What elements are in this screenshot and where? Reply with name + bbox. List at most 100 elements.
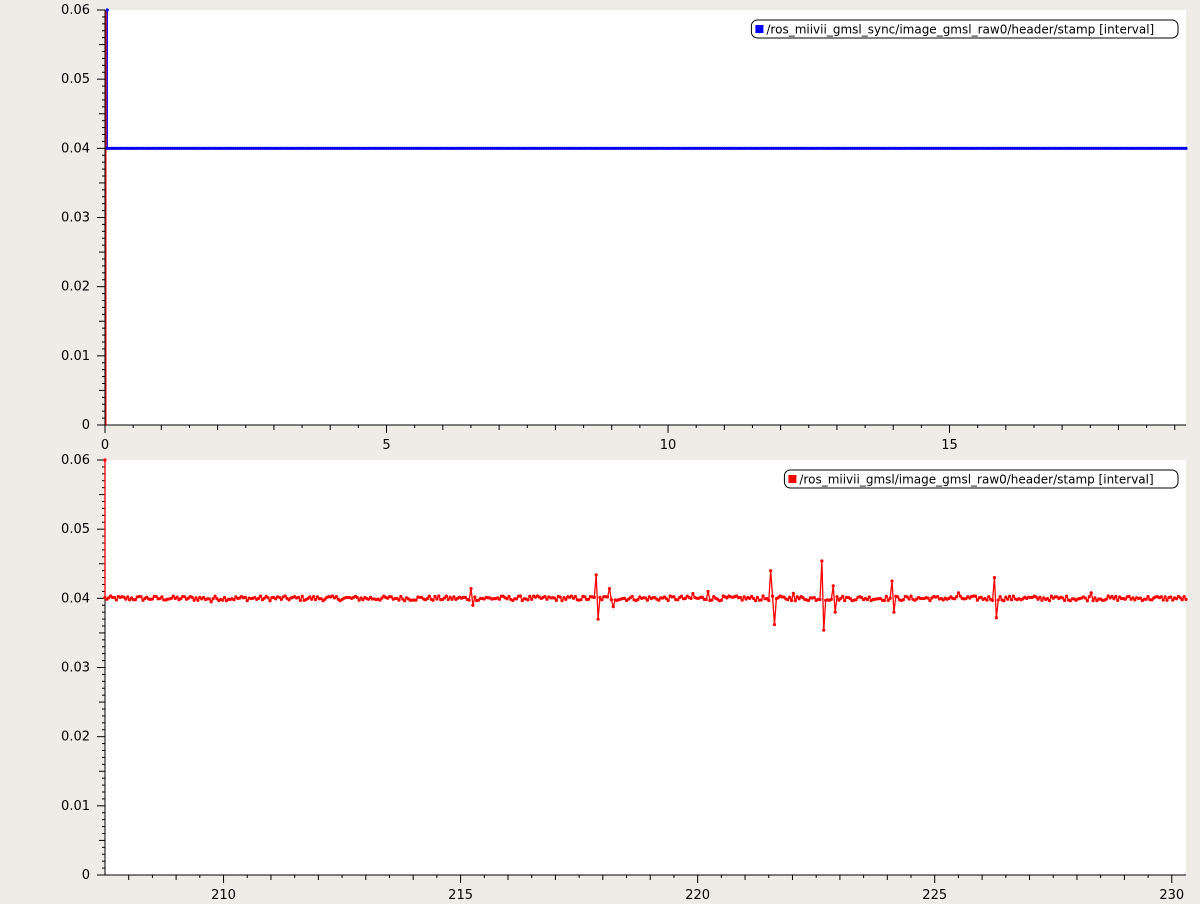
data-point xyxy=(556,146,560,150)
x-tick-label: 230 xyxy=(1159,888,1184,900)
data-point xyxy=(502,146,506,150)
data-point xyxy=(704,597,708,602)
data-point xyxy=(558,595,562,599)
series-points xyxy=(105,8,1188,150)
data-point xyxy=(454,146,458,150)
data-point xyxy=(630,146,634,150)
y-tick-label: 0.01 xyxy=(61,349,90,364)
data-point xyxy=(232,598,236,602)
data-point xyxy=(1127,594,1131,598)
data-point xyxy=(170,146,175,150)
data-point xyxy=(875,146,880,150)
data-point xyxy=(517,146,521,150)
data-point xyxy=(143,146,148,150)
data-point xyxy=(700,595,704,599)
data-point xyxy=(998,595,1002,599)
data-point xyxy=(855,146,859,150)
data-point xyxy=(116,146,121,150)
data-point xyxy=(994,616,998,620)
data-point xyxy=(409,146,413,150)
data-point xyxy=(727,146,731,150)
data-point xyxy=(484,146,488,150)
data-point xyxy=(864,146,868,150)
data-point xyxy=(393,146,398,150)
data-point xyxy=(297,146,301,150)
bottom-plot-panel[interactable]: 0 0.01 0.02 0.03 0.04 0.05 0.06 210 215 220 225 230… xyxy=(61,453,1188,903)
data-point xyxy=(444,594,448,598)
data-point xyxy=(1094,146,1098,150)
data-point xyxy=(513,146,517,150)
plot-area[interactable] xyxy=(105,10,1186,425)
data-point xyxy=(646,146,650,150)
plot-area[interactable] xyxy=(105,460,1186,875)
data-point xyxy=(222,146,226,150)
data-point xyxy=(645,598,650,602)
data-point xyxy=(506,146,510,150)
data-point xyxy=(587,146,591,150)
data-point xyxy=(1004,595,1008,599)
data-point xyxy=(1056,146,1060,150)
data-point xyxy=(313,598,318,602)
data-point xyxy=(1062,146,1066,150)
data-point xyxy=(528,594,532,599)
y-tick-label: 0.05 xyxy=(61,72,90,87)
data-point xyxy=(107,146,112,150)
data-point xyxy=(1010,146,1015,150)
data-point xyxy=(625,146,630,150)
data-point xyxy=(769,569,773,573)
data-point xyxy=(326,146,330,150)
data-point xyxy=(767,146,771,150)
data-point xyxy=(711,146,715,150)
data-point xyxy=(450,146,454,150)
data-point xyxy=(829,597,833,601)
data-point xyxy=(709,146,713,150)
data-point xyxy=(956,146,961,150)
data-point xyxy=(923,146,927,150)
data-point xyxy=(639,146,643,150)
data-point xyxy=(427,594,431,598)
data-point xyxy=(1164,146,1168,150)
data-point xyxy=(820,559,824,563)
data-point xyxy=(965,146,970,150)
data-point xyxy=(748,596,752,600)
data-point xyxy=(378,598,382,602)
data-point xyxy=(853,146,857,150)
data-point xyxy=(952,146,956,150)
data-point xyxy=(791,591,796,596)
data-point xyxy=(1116,146,1121,150)
data-point xyxy=(670,146,675,150)
data-point xyxy=(569,146,573,150)
data-point xyxy=(204,146,208,150)
data-point xyxy=(788,595,792,599)
data-point xyxy=(173,146,177,150)
data-point xyxy=(310,597,314,601)
data-point xyxy=(587,597,591,601)
legend[interactable]: /ros_miivii_gmsl/image_gmsl_raw0/header/… xyxy=(783,469,1179,489)
top-plot-panel[interactable]: 0 0.01 0.02 0.03 0.04 0.05 0.06 0 5 10 15/ros_miiv… xyxy=(61,3,1188,453)
y-tick-label: 0.06 xyxy=(61,453,90,468)
data-point xyxy=(103,458,107,462)
data-point xyxy=(695,146,699,150)
data-point xyxy=(578,146,582,150)
data-point xyxy=(387,146,391,150)
data-point xyxy=(355,595,359,600)
data-point xyxy=(245,599,249,603)
data-point xyxy=(436,146,440,150)
data-point xyxy=(373,146,377,150)
data-point xyxy=(1047,146,1051,150)
data-point xyxy=(594,573,598,577)
data-point xyxy=(713,146,717,150)
data-point xyxy=(574,146,578,150)
data-point xyxy=(619,146,623,150)
data-point xyxy=(274,146,278,150)
data-point xyxy=(211,146,215,150)
data-point xyxy=(146,146,150,150)
data-point xyxy=(488,146,492,150)
legend[interactable]: /ros_miivii_gmsl_sync/image_gmsl_raw0/he… xyxy=(750,19,1179,39)
data-point xyxy=(119,146,123,150)
data-point xyxy=(657,146,661,150)
data-point xyxy=(750,594,754,598)
data-point xyxy=(682,146,686,150)
data-point xyxy=(270,146,274,150)
